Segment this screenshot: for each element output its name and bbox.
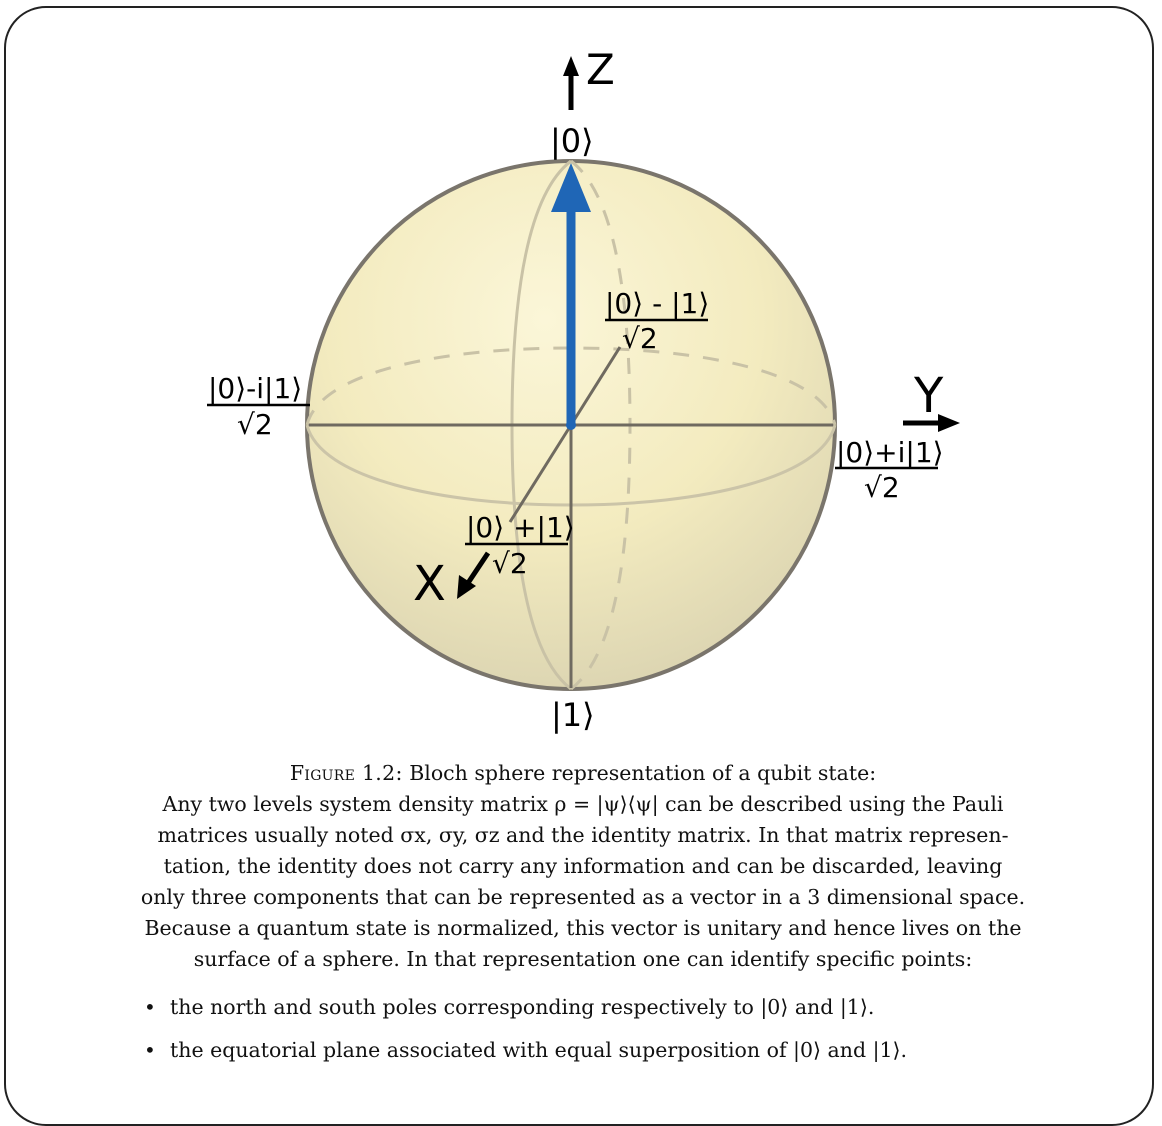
plus-x-numerator: |0⟩ +|1⟩ <box>466 511 575 544</box>
y-axis-label: Y <box>913 368 944 424</box>
x-arrow-head <box>457 575 476 599</box>
y-arrow-head <box>938 414 960 432</box>
caption-line: surface of a sphere. In that representat… <box>193 947 973 971</box>
minus-x-denominator: √2 <box>622 322 658 355</box>
list-item: the equatorial plane associated with equ… <box>140 1035 1040 1066</box>
caption-bullet-list: the north and south poles corresponding … <box>140 992 1040 1078</box>
state-label-north: |0⟩ <box>550 122 594 160</box>
state-vector-arrowhead <box>551 163 591 212</box>
caption-title: Bloch sphere representation of a qubit s… <box>409 761 877 785</box>
origin-dot <box>566 420 576 430</box>
list-item: the north and south poles corresponding … <box>140 992 1040 1023</box>
z-axis-label: Z <box>586 45 615 94</box>
caption-line: tation, the identity does not carry any … <box>163 854 1003 878</box>
caption-line: Any two levels system density matrix ρ =… <box>162 792 1004 816</box>
figure-caption: Figure 1.2: Bloch sphere representation … <box>68 758 1098 975</box>
z-arrow-head <box>563 56 579 76</box>
plus-y-numerator: |0⟩+i|1⟩ <box>836 436 944 469</box>
minus-y-numerator: |0⟩-i|1⟩ <box>208 372 302 405</box>
caption-heading: Figure 1.2: Bloch sphere representation … <box>68 758 1098 789</box>
minus-x-numerator: |0⟩ - |1⟩ <box>605 287 709 320</box>
x-axis-line <box>508 424 573 523</box>
caption-line: Because a quantum state is normalized, t… <box>144 916 1022 940</box>
x-axis-label: X <box>413 556 446 612</box>
x-arrow-shaft <box>463 551 491 588</box>
bloch-sphere-diagram: Z Y X |0⟩ |1⟩ |0⟩ - |1⟩ √2 |0⟩-i|1⟩ √2 |… <box>207 45 960 734</box>
caption-line: only three components that can be repres… <box>140 885 1026 909</box>
state-label-south: |1⟩ <box>551 696 595 734</box>
plus-y-denominator: √2 <box>864 471 900 504</box>
equator-back <box>305 346 837 426</box>
minus-y-denominator: √2 <box>237 408 273 441</box>
plus-x-denominator: √2 <box>492 547 528 580</box>
figure-label: Figure 1.2: <box>289 761 403 785</box>
minus-x-line <box>569 346 622 426</box>
caption-line: matrices usually noted σx, σy, σz and th… <box>157 823 1009 847</box>
